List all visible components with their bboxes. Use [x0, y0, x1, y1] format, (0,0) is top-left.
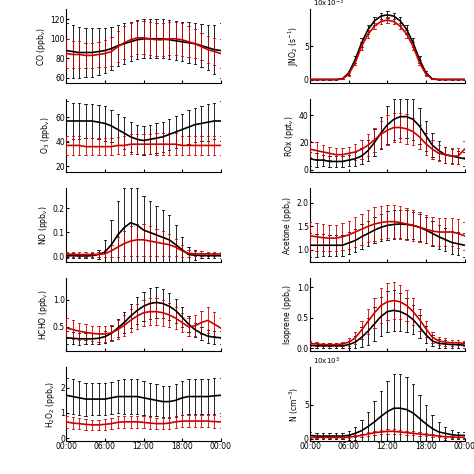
Y-axis label: CO (ppb$_v$): CO (ppb$_v$) — [35, 27, 48, 66]
Y-axis label: JNO$_2$ (s$^{-1}$): JNO$_2$ (s$^{-1}$) — [287, 26, 301, 66]
Y-axis label: Acetone (ppb$_v$): Acetone (ppb$_v$) — [281, 196, 294, 255]
Y-axis label: HCHO (ppb$_v$): HCHO (ppb$_v$) — [37, 289, 50, 340]
Y-axis label: Isoprene (ppb$_v$): Isoprene (ppb$_v$) — [281, 284, 294, 345]
Y-axis label: N (cm$^{-3}$): N (cm$^{-3}$) — [288, 386, 301, 422]
Y-axis label: ROx (ppt$_v$): ROx (ppt$_v$) — [283, 115, 296, 156]
Y-axis label: O$_3$ (ppb$_v$): O$_3$ (ppb$_v$) — [39, 117, 53, 155]
Text: 10x10$^3$: 10x10$^3$ — [313, 356, 340, 367]
Y-axis label: NO (ppb$_v$): NO (ppb$_v$) — [37, 205, 50, 245]
Y-axis label: H$_2$O$_2$ (ppb$_v$): H$_2$O$_2$ (ppb$_v$) — [44, 381, 57, 428]
Text: 10x10$^{-3}$: 10x10$^{-3}$ — [313, 0, 344, 9]
